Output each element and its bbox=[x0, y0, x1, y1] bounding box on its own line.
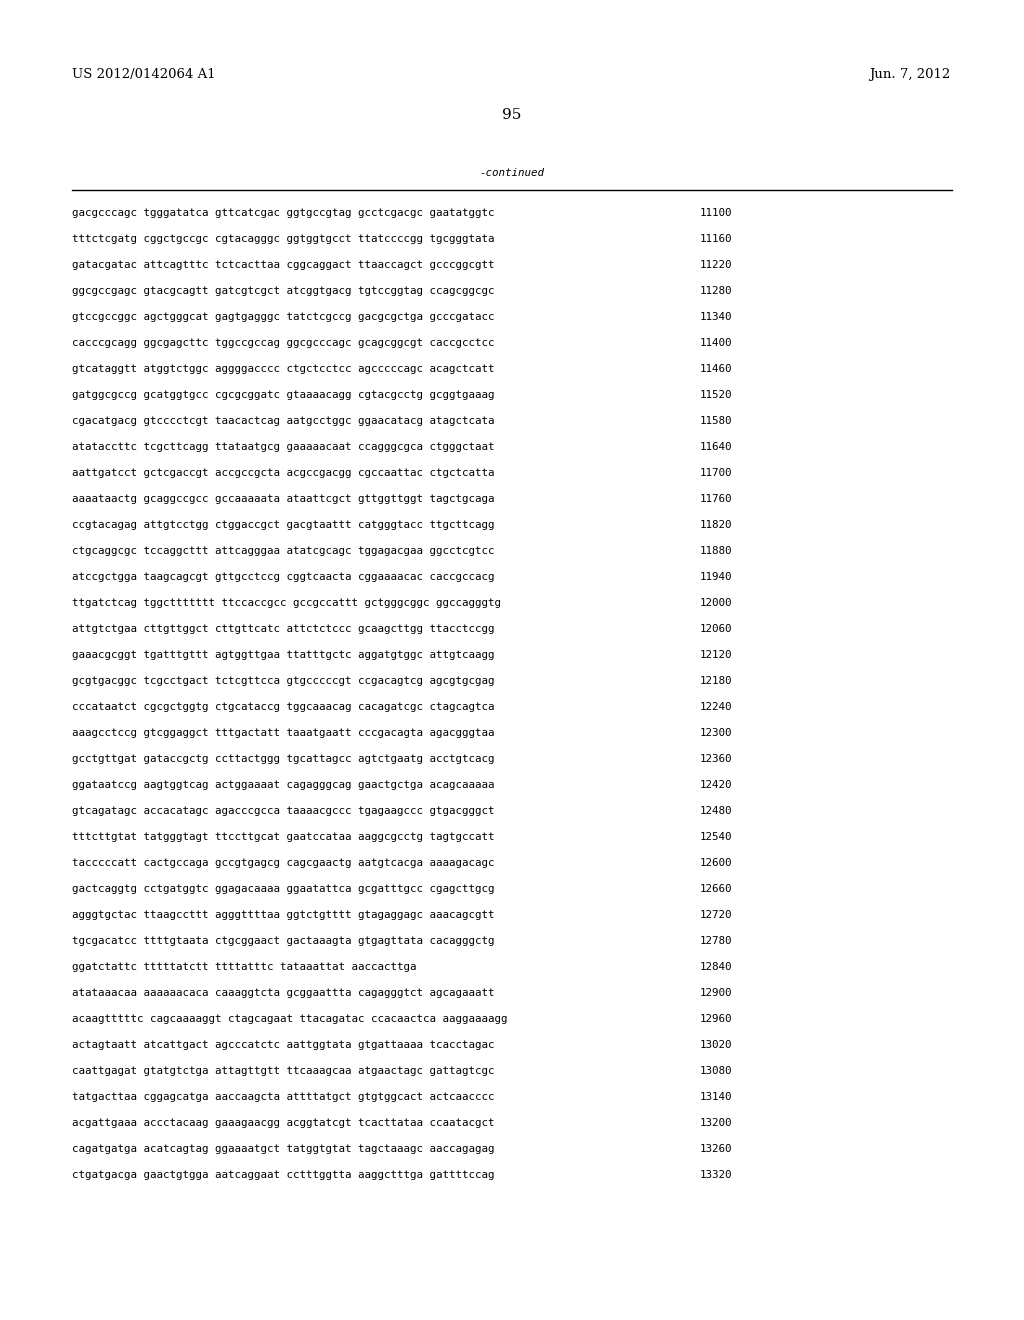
Text: 11520: 11520 bbox=[700, 389, 732, 400]
Text: 13080: 13080 bbox=[700, 1067, 732, 1076]
Text: 11880: 11880 bbox=[700, 546, 732, 556]
Text: cagatgatga acatcagtag ggaaaatgct tatggtgtat tagctaaagc aaccagagag: cagatgatga acatcagtag ggaaaatgct tatggtg… bbox=[72, 1144, 495, 1154]
Text: 12360: 12360 bbox=[700, 754, 732, 764]
Text: 12300: 12300 bbox=[700, 729, 732, 738]
Text: agggtgctac ttaagccttt agggttttaa ggtctgtttt gtagaggagc aaacagcgtt: agggtgctac ttaagccttt agggttttaa ggtctgt… bbox=[72, 909, 495, 920]
Text: gaaacgcggt tgatttgttt agtggttgaa ttatttgctc aggatgtggc attgtcaagg: gaaacgcggt tgatttgttt agtggttgaa ttatttg… bbox=[72, 649, 495, 660]
Text: atccgctgga taagcagcgt gttgcctccg cggtcaacta cggaaaacac caccgccacg: atccgctgga taagcagcgt gttgcctccg cggtcaa… bbox=[72, 572, 495, 582]
Text: tatgacttaa cggagcatga aaccaagcta attttatgct gtgtggcact actcaacccc: tatgacttaa cggagcatga aaccaagcta attttat… bbox=[72, 1092, 495, 1102]
Text: 11400: 11400 bbox=[700, 338, 732, 348]
Text: atataccttc tcgcttcagg ttataatgcg gaaaaacaat ccagggcgca ctgggctaat: atataccttc tcgcttcagg ttataatgcg gaaaaac… bbox=[72, 442, 495, 451]
Text: 12060: 12060 bbox=[700, 624, 732, 634]
Text: 13140: 13140 bbox=[700, 1092, 732, 1102]
Text: 11760: 11760 bbox=[700, 494, 732, 504]
Text: atataaacaa aaaaaacaca caaaggtcta gcggaattta cagagggtct agcagaaatt: atataaacaa aaaaaacaca caaaggtcta gcggaat… bbox=[72, 987, 495, 998]
Text: tacccccatt cactgccaga gccgtgagcg cagcgaactg aatgtcacga aaaagacagc: tacccccatt cactgccaga gccgtgagcg cagcgaa… bbox=[72, 858, 495, 869]
Text: gcctgttgat gataccgctg ccttactggg tgcattagcc agtctgaatg acctgtcacg: gcctgttgat gataccgctg ccttactggg tgcatta… bbox=[72, 754, 495, 764]
Text: 12900: 12900 bbox=[700, 987, 732, 998]
Text: 11460: 11460 bbox=[700, 364, 732, 374]
Text: ctgatgacga gaactgtgga aatcaggaat cctttggtta aaggctttga gattttccag: ctgatgacga gaactgtgga aatcaggaat cctttgg… bbox=[72, 1170, 495, 1180]
Text: 11700: 11700 bbox=[700, 469, 732, 478]
Text: 13020: 13020 bbox=[700, 1040, 732, 1049]
Text: ctgcaggcgc tccaggcttt attcagggaa atatcgcagc tggagacgaa ggcctcgtcc: ctgcaggcgc tccaggcttt attcagggaa atatcgc… bbox=[72, 546, 495, 556]
Text: gatacgatac attcagtttc tctcacttaa cggcaggact ttaaccagct gcccggcgtt: gatacgatac attcagtttc tctcacttaa cggcagg… bbox=[72, 260, 495, 271]
Text: gtcataggtt atggtctggc aggggacccc ctgctcctcc agcccccagc acagctcatt: gtcataggtt atggtctggc aggggacccc ctgctcc… bbox=[72, 364, 495, 374]
Text: ggataatccg aagtggtcag actggaaaat cagagggcag gaactgctga acagcaaaaa: ggataatccg aagtggtcag actggaaaat cagaggg… bbox=[72, 780, 495, 789]
Text: 12600: 12600 bbox=[700, 858, 732, 869]
Text: 12840: 12840 bbox=[700, 962, 732, 972]
Text: 11280: 11280 bbox=[700, 286, 732, 296]
Text: aattgatcct gctcgaccgt accgccgcta acgccgacgg cgccaattac ctgctcatta: aattgatcct gctcgaccgt accgccgcta acgccga… bbox=[72, 469, 495, 478]
Text: 11340: 11340 bbox=[700, 312, 732, 322]
Text: 11220: 11220 bbox=[700, 260, 732, 271]
Text: 95: 95 bbox=[503, 108, 521, 121]
Text: tttcttgtat tatgggtagt ttccttgcat gaatccataa aaggcgcctg tagtgccatt: tttcttgtat tatgggtagt ttccttgcat gaatcca… bbox=[72, 832, 495, 842]
Text: 12000: 12000 bbox=[700, 598, 732, 609]
Text: aaagcctccg gtcggaggct tttgactatt taaatgaatt cccgacagta agacgggtaa: aaagcctccg gtcggaggct tttgactatt taaatga… bbox=[72, 729, 495, 738]
Text: 12180: 12180 bbox=[700, 676, 732, 686]
Text: 12780: 12780 bbox=[700, 936, 732, 946]
Text: 12480: 12480 bbox=[700, 807, 732, 816]
Text: 12240: 12240 bbox=[700, 702, 732, 711]
Text: 13320: 13320 bbox=[700, 1170, 732, 1180]
Text: tgcgacatcc ttttgtaata ctgcggaact gactaaagta gtgagttata cacagggctg: tgcgacatcc ttttgtaata ctgcggaact gactaaa… bbox=[72, 936, 495, 946]
Text: gatggcgccg gcatggtgcc cgcgcggatc gtaaaacagg cgtacgcctg gcggtgaaag: gatggcgccg gcatggtgcc cgcgcggatc gtaaaac… bbox=[72, 389, 495, 400]
Text: Jun. 7, 2012: Jun. 7, 2012 bbox=[868, 69, 950, 81]
Text: cccataatct cgcgctggtg ctgcataccg tggcaaacag cacagatcgc ctagcagtca: cccataatct cgcgctggtg ctgcataccg tggcaaa… bbox=[72, 702, 495, 711]
Text: ccgtacagag attgtcctgg ctggaccgct gacgtaattt catgggtacc ttgcttcagg: ccgtacagag attgtcctgg ctggaccgct gacgtaa… bbox=[72, 520, 495, 531]
Text: tttctcgatg cggctgccgc cgtacagggc ggtggtgcct ttatccccgg tgcgggtata: tttctcgatg cggctgccgc cgtacagggc ggtggtg… bbox=[72, 234, 495, 244]
Text: 12720: 12720 bbox=[700, 909, 732, 920]
Text: 13200: 13200 bbox=[700, 1118, 732, 1129]
Text: actagtaatt atcattgact agcccatctc aattggtata gtgattaaaa tcacctagac: actagtaatt atcattgact agcccatctc aattggt… bbox=[72, 1040, 495, 1049]
Text: acgattgaaa accctacaag gaaagaacgg acggtatcgt tcacttataa ccaatacgct: acgattgaaa accctacaag gaaagaacgg acggtat… bbox=[72, 1118, 495, 1129]
Text: ttgatctcag tggcttttttt ttccaccgcc gccgccattt gctgggcggc ggccagggtg: ttgatctcag tggcttttttt ttccaccgcc gccgcc… bbox=[72, 598, 501, 609]
Text: 11100: 11100 bbox=[700, 209, 732, 218]
Text: 12540: 12540 bbox=[700, 832, 732, 842]
Text: ggcgccgagc gtacgcagtt gatcgtcgct atcggtgacg tgtccggtag ccagcggcgc: ggcgccgagc gtacgcagtt gatcgtcgct atcggtg… bbox=[72, 286, 495, 296]
Text: ggatctattc tttttatctt ttttatttc tataaattat aaccacttga: ggatctattc tttttatctt ttttatttc tataaatt… bbox=[72, 962, 417, 972]
Text: 12960: 12960 bbox=[700, 1014, 732, 1024]
Text: gacgcccagc tgggatatca gttcatcgac ggtgccgtag gcctcgacgc gaatatggtc: gacgcccagc tgggatatca gttcatcgac ggtgccg… bbox=[72, 209, 495, 218]
Text: gactcaggtg cctgatggtc ggagacaaaa ggaatattca gcgatttgcc cgagcttgcg: gactcaggtg cctgatggtc ggagacaaaa ggaatat… bbox=[72, 884, 495, 894]
Text: aaaataactg gcaggccgcc gccaaaaata ataattcgct gttggttggt tagctgcaga: aaaataactg gcaggccgcc gccaaaaata ataattc… bbox=[72, 494, 495, 504]
Text: gcgtgacggc tcgcctgact tctcgttcca gtgcccccgt ccgacagtcg agcgtgcgag: gcgtgacggc tcgcctgact tctcgttcca gtgcccc… bbox=[72, 676, 495, 686]
Text: acaagtttttc cagcaaaaggt ctagcagaat ttacagatac ccacaactca aaggaaaagg: acaagtttttc cagcaaaaggt ctagcagaat ttaca… bbox=[72, 1014, 508, 1024]
Text: attgtctgaa cttgttggct cttgttcatc attctctccc gcaagcttgg ttacctccgg: attgtctgaa cttgttggct cttgttcatc attctct… bbox=[72, 624, 495, 634]
Text: gtcagatagc accacatagc agacccgcca taaaacgccc tgagaagccc gtgacgggct: gtcagatagc accacatagc agacccgcca taaaacg… bbox=[72, 807, 495, 816]
Text: 11940: 11940 bbox=[700, 572, 732, 582]
Text: US 2012/0142064 A1: US 2012/0142064 A1 bbox=[72, 69, 216, 81]
Text: 13260: 13260 bbox=[700, 1144, 732, 1154]
Text: -continued: -continued bbox=[479, 168, 545, 178]
Text: 12120: 12120 bbox=[700, 649, 732, 660]
Text: gtccgccggc agctgggcat gagtgagggc tatctcgccg gacgcgctga gcccgatacc: gtccgccggc agctgggcat gagtgagggc tatctcg… bbox=[72, 312, 495, 322]
Text: 12660: 12660 bbox=[700, 884, 732, 894]
Text: 11820: 11820 bbox=[700, 520, 732, 531]
Text: cacccgcagg ggcgagcttc tggccgccag ggcgcccagc gcagcggcgt caccgcctcc: cacccgcagg ggcgagcttc tggccgccag ggcgccc… bbox=[72, 338, 495, 348]
Text: 12420: 12420 bbox=[700, 780, 732, 789]
Text: 11580: 11580 bbox=[700, 416, 732, 426]
Text: cgacatgacg gtcccctcgt taacactcag aatgcctggc ggaacatacg atagctcata: cgacatgacg gtcccctcgt taacactcag aatgcct… bbox=[72, 416, 495, 426]
Text: 11160: 11160 bbox=[700, 234, 732, 244]
Text: 11640: 11640 bbox=[700, 442, 732, 451]
Text: caattgagat gtatgtctga attagttgtt ttcaaagcaa atgaactagc gattagtcgc: caattgagat gtatgtctga attagttgtt ttcaaag… bbox=[72, 1067, 495, 1076]
